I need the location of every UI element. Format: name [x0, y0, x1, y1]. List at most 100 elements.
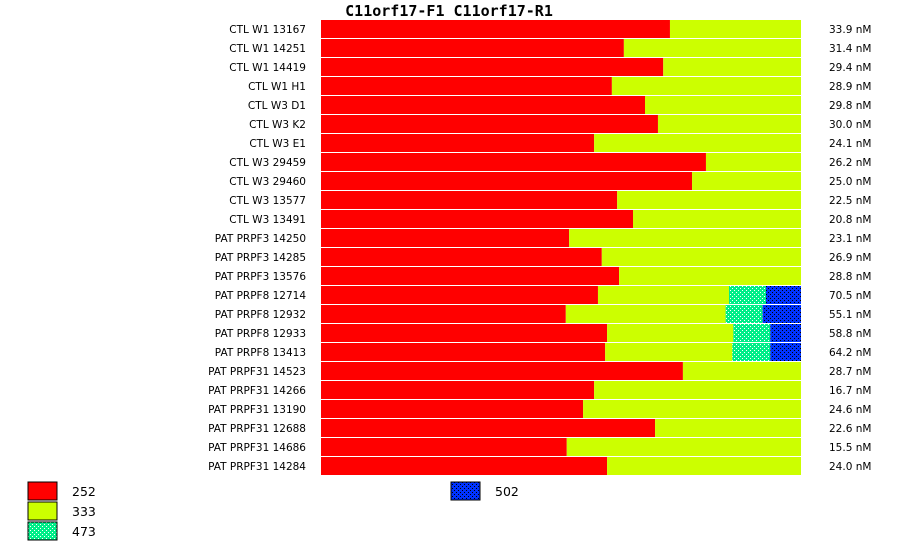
legend-swatch-473	[27, 521, 58, 541]
row-value: 70.5 nM	[829, 290, 871, 302]
row-label: CTL W3 13577	[229, 195, 306, 207]
bar-segment-252	[321, 438, 567, 456]
bar-segment-502	[770, 324, 801, 342]
row-value: 26.9 nM	[829, 252, 871, 264]
row-label: CTL W1 14419	[229, 62, 306, 74]
bar-segment-252	[321, 324, 608, 342]
row-value: 58.8 nM	[829, 328, 871, 340]
chart-title: C11orf17-F1 C11orf17-R1	[345, 2, 553, 20]
bar-segment-252	[321, 115, 658, 133]
bar-segment-502	[762, 305, 801, 323]
bar-segment-333	[623, 39, 801, 57]
row-label: PAT PRPF31 12688	[208, 423, 306, 435]
bar-segment-473	[729, 286, 766, 304]
row-value: 28.9 nM	[829, 81, 871, 93]
row-label: PAT PRPF3 14250	[215, 233, 306, 245]
bar-segment-473	[732, 343, 771, 361]
bar-segment-252	[321, 58, 664, 76]
row-value: 55.1 nM	[829, 309, 871, 321]
row-label: CTL W3 K2	[249, 119, 306, 131]
row-label: CTL W1 14251	[229, 43, 306, 55]
row-label: PAT PRPF31 14266	[208, 385, 306, 397]
row-value: 16.7 nM	[829, 385, 871, 397]
bar-segment-333	[669, 20, 801, 38]
row-value: 15.5 nM	[829, 442, 871, 454]
bar-segment-333	[583, 400, 801, 418]
row-value: 25.0 nM	[829, 176, 871, 188]
bar-segment-252	[321, 191, 618, 209]
bar-segment-252	[321, 267, 620, 285]
bar-segment-333	[705, 153, 801, 171]
bar-segment-252	[321, 96, 645, 114]
bar-segment-252	[321, 343, 606, 361]
bar-segment-502	[765, 286, 801, 304]
bar-segment-502	[770, 343, 801, 361]
legend-swatch-252	[27, 481, 58, 501]
bar-segment-333	[645, 96, 801, 114]
bar-segment-333	[605, 343, 733, 361]
bar-segment-333	[657, 115, 801, 133]
legend-label-502: 502	[495, 484, 519, 499]
row-value: 29.4 nM	[829, 62, 871, 74]
bar-segment-333	[655, 419, 801, 437]
bar-segment-333	[692, 172, 801, 190]
row-label: CTL W3 29460	[229, 176, 306, 188]
row-value: 31.4 nM	[829, 43, 871, 55]
row-label: CTL W1 H1	[248, 81, 306, 93]
row-value: 30.0 nM	[829, 119, 871, 131]
legend-label-252: 252	[72, 484, 96, 499]
bar-segment-473	[725, 305, 763, 323]
bar-segment-252	[321, 134, 595, 152]
row-value: 23.1 nM	[829, 233, 871, 245]
row-label: PAT PRPF3 14285	[215, 252, 306, 264]
row-label: CTL W3 D1	[248, 100, 306, 112]
bar-segment-333	[607, 457, 801, 475]
bar-segment-333	[594, 381, 801, 399]
bar-segment-333	[617, 191, 801, 209]
bar-segment-333	[633, 210, 801, 228]
row-value: 26.2 nM	[829, 157, 871, 169]
bar-segment-333	[611, 77, 801, 95]
row-label: PAT PRPF31 14686	[208, 442, 306, 454]
row-label: PAT PRPF31 13190	[208, 404, 306, 416]
legend-swatch-333	[27, 501, 58, 521]
bar-segment-252	[321, 286, 598, 304]
legend: 252 333 473 502	[27, 481, 519, 541]
row-value: 28.8 nM	[829, 271, 871, 283]
bar-segment-333	[607, 324, 734, 342]
row-value: 20.8 nM	[829, 214, 871, 226]
bar-segment-333	[597, 286, 729, 304]
bar-segment-252	[321, 229, 570, 247]
row-value: 24.1 nM	[829, 138, 871, 150]
bars-group: CTL W1 13167 33.9 nM CTL W1 14251 31.4 nM CT…	[208, 20, 871, 475]
legend-swatch-502	[450, 481, 481, 501]
legend-label-473: 473	[72, 524, 96, 539]
bar-segment-473	[733, 324, 771, 342]
row-value: 64.2 nM	[829, 347, 871, 359]
bar-segment-252	[321, 457, 608, 475]
row-label: PAT PRPF31 14523	[208, 366, 306, 378]
bar-segment-252	[321, 381, 595, 399]
row-value: 33.9 nM	[829, 24, 871, 36]
row-label: CTL W1 13167	[229, 24, 306, 36]
bar-segment-252	[321, 400, 584, 418]
bar-segment-252	[321, 210, 633, 228]
bar-segment-333	[601, 248, 801, 266]
legend-label-333: 333	[72, 504, 96, 519]
row-label: CTL W3 13491	[229, 214, 306, 226]
row-value: 22.6 nM	[829, 423, 871, 435]
row-label: PAT PRPF8 12932	[215, 309, 306, 321]
bar-segment-252	[321, 39, 624, 57]
row-label: CTL W3 29459	[229, 157, 306, 169]
bar-segment-333	[594, 134, 801, 152]
bar-segment-252	[321, 20, 670, 38]
row-label: PAT PRPF8 13413	[215, 347, 306, 359]
row-value: 29.8 nM	[829, 100, 871, 112]
bar-segment-252	[321, 248, 602, 266]
bar-segment-333	[619, 267, 801, 285]
row-label: PAT PRPF31 14284	[208, 461, 306, 473]
row-value: 24.0 nM	[829, 461, 871, 473]
row-label: PAT PRPF3 13576	[215, 271, 307, 283]
bar-segment-333	[566, 438, 801, 456]
